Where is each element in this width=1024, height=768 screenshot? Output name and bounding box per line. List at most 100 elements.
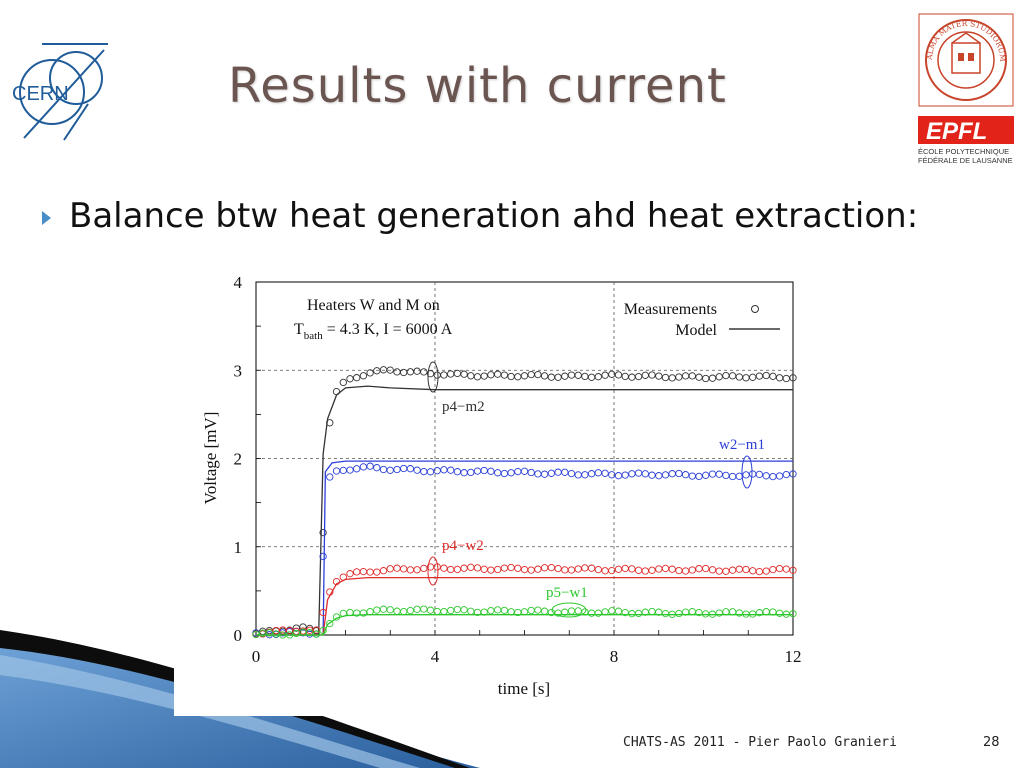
measurement-point bbox=[386, 366, 394, 374]
measurement-point bbox=[695, 472, 703, 481]
measurement-point bbox=[319, 626, 327, 635]
measurement-point bbox=[447, 565, 455, 574]
measurement-point bbox=[346, 466, 354, 474]
measurement-point bbox=[661, 609, 670, 618]
measurement-point bbox=[675, 609, 683, 618]
x-axis-label: time [s] bbox=[498, 679, 550, 698]
measurement-point bbox=[655, 472, 663, 480]
measurement-point bbox=[494, 606, 502, 614]
measurement-point bbox=[789, 374, 797, 382]
x-tick-label: 8 bbox=[610, 647, 619, 666]
measurement-point bbox=[634, 372, 643, 381]
series-group bbox=[252, 366, 797, 639]
measurement-point bbox=[500, 564, 509, 572]
measurement-point bbox=[648, 471, 656, 479]
measurement-point bbox=[581, 608, 589, 616]
measurement-point bbox=[641, 371, 649, 379]
measurement-point bbox=[426, 606, 435, 614]
measurement-point bbox=[379, 567, 388, 575]
callout-ellipse-0 bbox=[427, 361, 439, 393]
measurement-point bbox=[789, 610, 797, 618]
measurement-point bbox=[299, 623, 307, 631]
callout-ellipse-2 bbox=[427, 556, 439, 586]
measurement-point bbox=[400, 565, 408, 573]
measurement-point bbox=[373, 367, 381, 375]
measurement-point bbox=[453, 369, 462, 378]
x-tick-label: 4 bbox=[431, 647, 440, 666]
measurement-point bbox=[708, 566, 717, 574]
measurement-point bbox=[735, 609, 743, 617]
measurement-point bbox=[326, 473, 334, 481]
measurement-point bbox=[433, 607, 441, 616]
measurement-point bbox=[400, 368, 408, 377]
measurement-point bbox=[460, 564, 468, 572]
measurement-point bbox=[655, 372, 663, 380]
measurement-point bbox=[507, 608, 515, 616]
measurement-point bbox=[728, 566, 737, 574]
measurement-point bbox=[762, 567, 770, 575]
measurement-point bbox=[547, 563, 556, 572]
measurement-point bbox=[561, 566, 569, 574]
measurement-point bbox=[594, 565, 602, 574]
measurement-point bbox=[534, 470, 542, 478]
measurement-point bbox=[661, 373, 670, 382]
slide-title: Results with current bbox=[228, 58, 727, 114]
measurement-point bbox=[540, 607, 549, 615]
measurement-point bbox=[319, 528, 327, 537]
measurement-point bbox=[339, 466, 347, 475]
measurement-point bbox=[789, 470, 797, 478]
measurement-point bbox=[447, 466, 455, 474]
measurement-point bbox=[749, 373, 757, 381]
measurement-point bbox=[386, 466, 394, 474]
measurement-point bbox=[420, 368, 428, 376]
measurement-point bbox=[540, 372, 549, 380]
measurement-point bbox=[769, 565, 777, 574]
measurement-point bbox=[487, 467, 495, 475]
measurement-point bbox=[447, 370, 455, 378]
measurement-point bbox=[567, 371, 576, 379]
y-tick-label: 3 bbox=[234, 361, 243, 380]
measurement-point bbox=[366, 462, 374, 470]
measurement-point bbox=[366, 608, 374, 616]
measurement-point bbox=[782, 565, 790, 573]
series-label-0: p4−m2 bbox=[442, 399, 485, 415]
measurement-point bbox=[306, 628, 314, 637]
measurement-point bbox=[749, 567, 757, 575]
measurement-point bbox=[379, 366, 388, 374]
measurement-point bbox=[681, 567, 690, 575]
bullet-item: Balance btw heat generation ahd heat ext… bbox=[42, 196, 918, 236]
measurement-point bbox=[440, 371, 448, 379]
measurement-point bbox=[634, 469, 643, 477]
measurement-point bbox=[722, 471, 730, 480]
measurement-point bbox=[527, 606, 535, 615]
measurement-point bbox=[507, 563, 515, 572]
measurement-point bbox=[326, 619, 334, 628]
measurement-point bbox=[621, 372, 629, 381]
university-seal: ALMA MATER STUDIORUM · A.D. 1088 bbox=[918, 13, 1014, 107]
measurement-point bbox=[702, 564, 710, 573]
measurement-point bbox=[480, 372, 488, 380]
measurement-point bbox=[755, 470, 764, 479]
measurement-point bbox=[762, 472, 770, 480]
measurement-point bbox=[749, 610, 757, 618]
measurement-point bbox=[292, 629, 300, 638]
measurement-point bbox=[695, 608, 703, 617]
measurement-point bbox=[715, 373, 723, 381]
measurement-point bbox=[755, 567, 764, 576]
y-tick-label: 1 bbox=[234, 538, 243, 557]
measurement-point bbox=[782, 374, 790, 383]
measurement-point bbox=[480, 466, 488, 475]
y-axis-label: Voltage [mV] bbox=[201, 412, 220, 505]
measurement-point bbox=[614, 371, 623, 379]
measurement-point bbox=[487, 371, 495, 379]
measurement-point bbox=[742, 565, 750, 574]
measurement-point bbox=[534, 565, 542, 573]
measurement-point bbox=[601, 567, 609, 575]
measurement-point bbox=[373, 606, 381, 614]
measurement-point bbox=[420, 467, 428, 476]
measurement-point bbox=[668, 374, 676, 382]
measurement-point bbox=[735, 373, 743, 381]
measurement-point bbox=[379, 605, 388, 613]
measurement-point bbox=[534, 370, 542, 379]
